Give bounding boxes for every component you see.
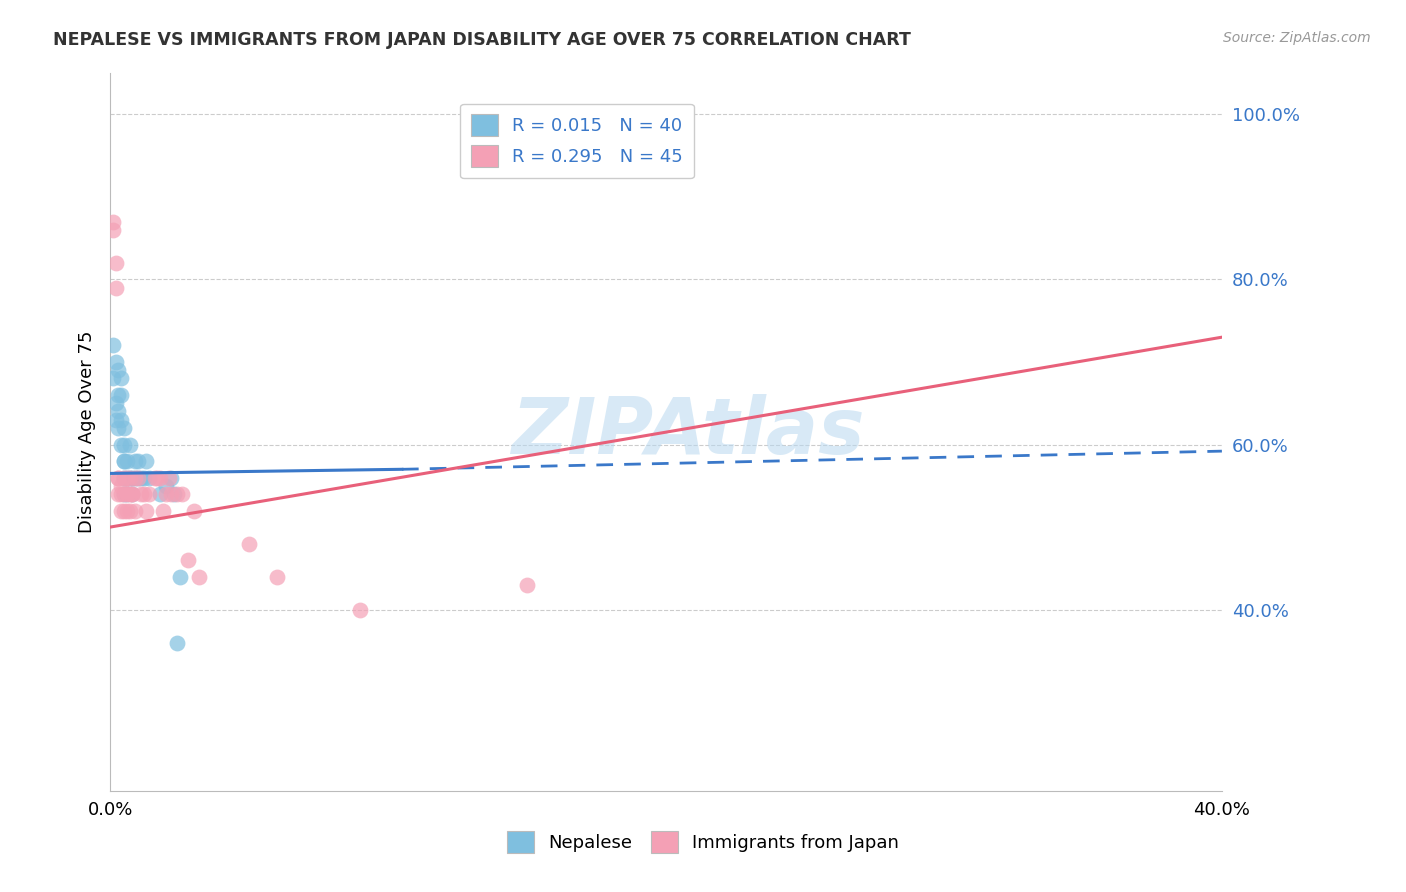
- Point: [104, 413, 127, 427]
- Point: [166, 487, 188, 501]
- Point: [238, 536, 260, 550]
- Point: [163, 487, 186, 501]
- Point: [112, 470, 135, 484]
- Point: [115, 487, 138, 501]
- Point: [101, 371, 124, 385]
- Point: [121, 487, 143, 501]
- Point: [101, 214, 124, 228]
- Point: [127, 454, 149, 468]
- Point: [160, 470, 183, 484]
- Point: [118, 487, 141, 501]
- Point: [110, 437, 132, 451]
- Point: [132, 487, 155, 501]
- Point: [183, 503, 205, 517]
- Point: [155, 487, 177, 501]
- Point: [166, 635, 188, 649]
- Point: [104, 256, 127, 270]
- Point: [124, 454, 146, 468]
- Point: [104, 355, 127, 369]
- Y-axis label: Disability Age Over 75: Disability Age Over 75: [79, 331, 96, 533]
- Point: [124, 503, 146, 517]
- Point: [110, 371, 132, 385]
- Point: [101, 338, 124, 352]
- Point: [115, 470, 138, 484]
- Point: [104, 280, 127, 294]
- Text: ZIPAtlas: ZIPAtlas: [512, 394, 865, 470]
- Point: [146, 470, 169, 484]
- Point: [112, 470, 135, 484]
- Point: [112, 487, 135, 501]
- Point: [112, 454, 135, 468]
- Point: [118, 437, 141, 451]
- Point: [138, 487, 160, 501]
- Point: [1197, 850, 1219, 864]
- Point: [110, 413, 132, 427]
- Point: [124, 470, 146, 484]
- Point: [112, 437, 135, 451]
- Point: [127, 470, 149, 484]
- Point: [110, 487, 132, 501]
- Point: [138, 470, 160, 484]
- Point: [169, 569, 191, 583]
- Point: [177, 553, 200, 567]
- Point: [107, 388, 129, 402]
- Point: [107, 404, 129, 418]
- Point: [266, 569, 288, 583]
- Point: [516, 578, 538, 592]
- Point: [127, 470, 149, 484]
- Point: [112, 454, 135, 468]
- Point: [124, 470, 146, 484]
- Point: [129, 470, 152, 484]
- Point: [107, 363, 129, 377]
- Point: [132, 470, 155, 484]
- Point: [149, 487, 172, 501]
- Point: [157, 470, 180, 484]
- Point: [160, 487, 183, 501]
- Point: [129, 487, 152, 501]
- Point: [143, 470, 166, 484]
- Point: [112, 421, 135, 435]
- Point: [115, 503, 138, 517]
- Point: [149, 470, 172, 484]
- Point: [118, 503, 141, 517]
- Point: [135, 454, 157, 468]
- Point: [112, 503, 135, 517]
- Point: [115, 470, 138, 484]
- Point: [121, 487, 143, 501]
- Point: [155, 479, 177, 493]
- Point: [101, 223, 124, 237]
- Point: [188, 569, 211, 583]
- Point: [112, 487, 135, 501]
- Point: [107, 470, 129, 484]
- Point: [110, 503, 132, 517]
- Text: Source: ZipAtlas.com: Source: ZipAtlas.com: [1223, 31, 1371, 45]
- Point: [135, 503, 157, 517]
- Point: [152, 503, 174, 517]
- Point: [115, 454, 138, 468]
- Point: [349, 602, 371, 616]
- Legend: R = 0.015   N = 40, R = 0.295   N = 45: R = 0.015 N = 40, R = 0.295 N = 45: [460, 103, 695, 178]
- Point: [107, 470, 129, 484]
- Point: [110, 479, 132, 493]
- Point: [104, 396, 127, 410]
- Point: [110, 388, 132, 402]
- Point: [118, 470, 141, 484]
- Point: [121, 470, 143, 484]
- Text: NEPALESE VS IMMIGRANTS FROM JAPAN DISABILITY AGE OVER 75 CORRELATION CHART: NEPALESE VS IMMIGRANTS FROM JAPAN DISABI…: [53, 31, 911, 49]
- Point: [107, 421, 129, 435]
- Legend: Nepalese, Immigrants from Japan: Nepalese, Immigrants from Japan: [499, 824, 907, 861]
- Point: [172, 487, 194, 501]
- Point: [107, 487, 129, 501]
- Point: [121, 487, 143, 501]
- Point: [115, 487, 138, 501]
- Point: [118, 470, 141, 484]
